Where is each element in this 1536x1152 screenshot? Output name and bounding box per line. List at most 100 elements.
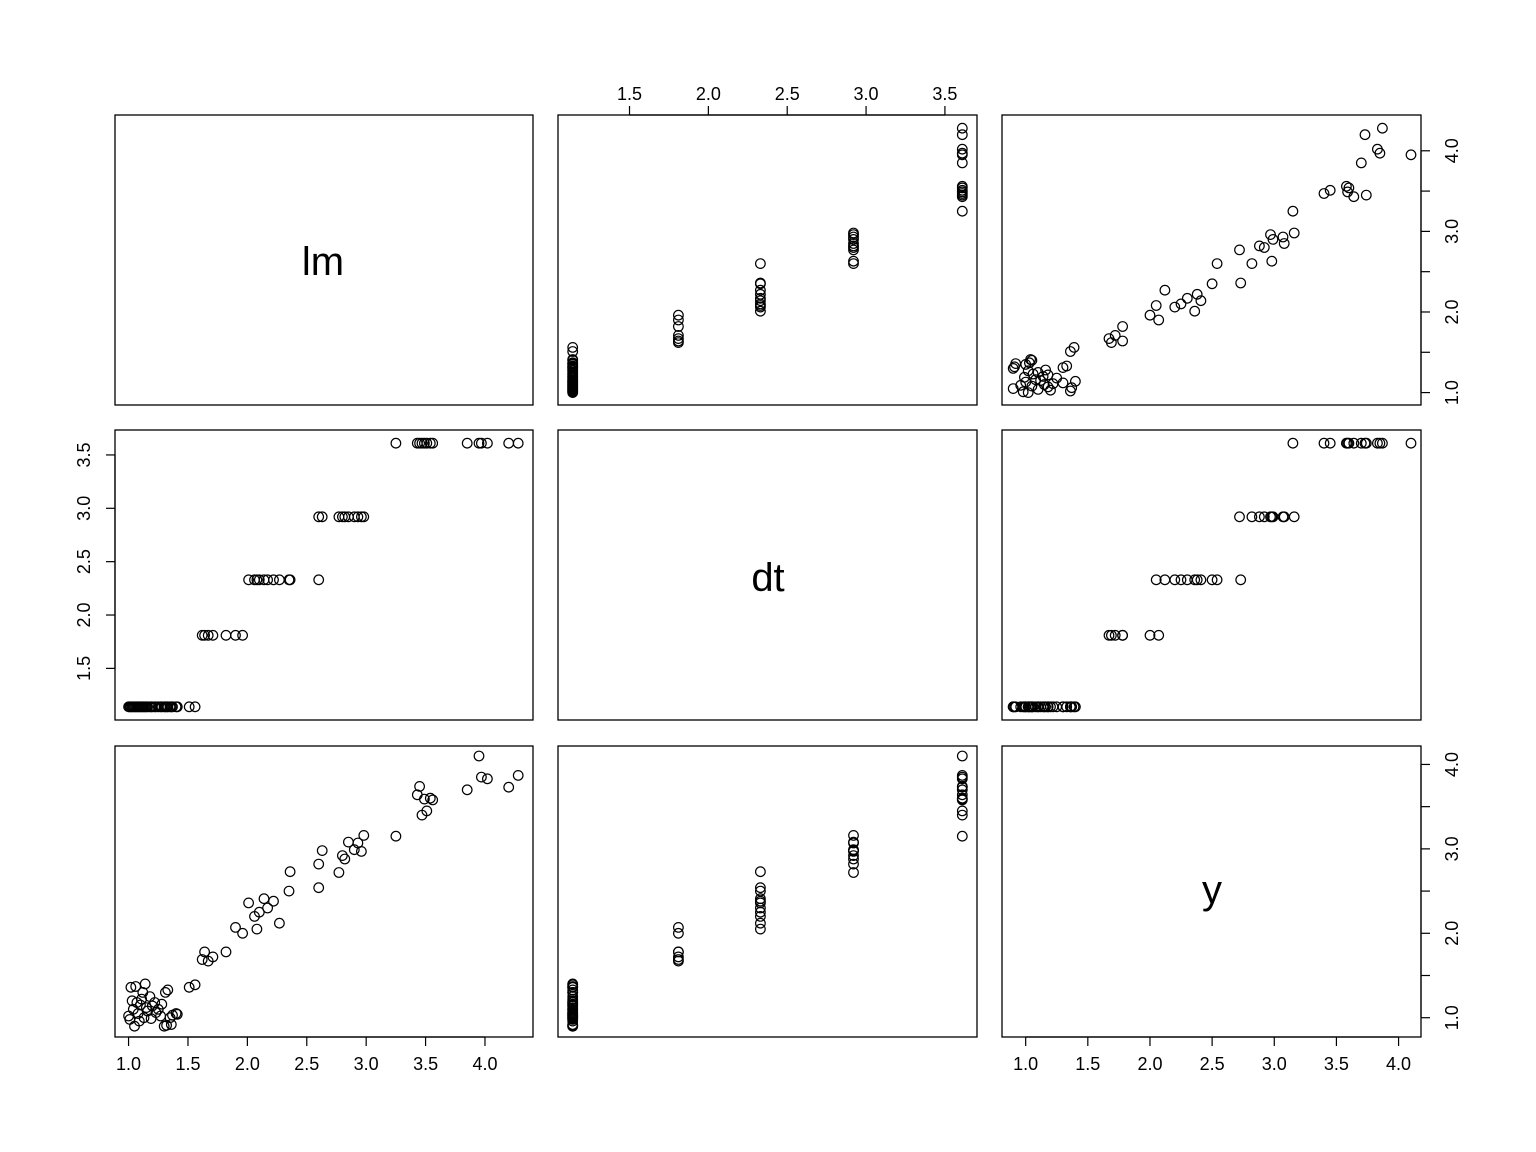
data-point <box>673 321 684 332</box>
data-point <box>159 987 171 998</box>
tick-label: 3.0 <box>854 84 879 104</box>
data-point <box>848 837 859 849</box>
data-point <box>1153 629 1165 641</box>
data-point <box>1405 149 1417 161</box>
data-point <box>167 701 178 713</box>
data-point <box>414 781 426 792</box>
data-point <box>673 330 684 341</box>
data-point <box>755 284 766 296</box>
data-point <box>461 437 473 449</box>
data-point <box>476 771 487 783</box>
data-point <box>956 122 968 134</box>
data-point <box>1153 314 1165 326</box>
data-point <box>313 574 325 586</box>
data-point <box>313 511 325 523</box>
data-point <box>461 784 473 796</box>
tick-label: 2.0 <box>235 1054 260 1074</box>
data-point <box>1246 511 1258 523</box>
data-point <box>1068 342 1080 353</box>
data-point <box>421 437 433 449</box>
data-point <box>1277 511 1289 523</box>
data-point <box>196 954 208 965</box>
data-point <box>476 437 487 449</box>
data-point <box>1017 386 1029 398</box>
data-point <box>427 437 439 449</box>
data-point <box>1045 384 1056 396</box>
data-point <box>313 882 325 894</box>
data-point <box>1376 122 1388 134</box>
data-point <box>1042 369 1054 381</box>
data-point <box>1040 364 1051 376</box>
data-point <box>1246 258 1258 270</box>
data-point <box>673 927 684 939</box>
data-point <box>1288 227 1300 239</box>
data-point <box>253 906 265 918</box>
data-point <box>352 511 364 523</box>
data-point <box>230 922 241 933</box>
data-point <box>755 923 766 935</box>
tick-label: 1.5 <box>74 656 94 681</box>
data-point <box>567 984 579 996</box>
data-point <box>1340 437 1352 449</box>
data-point <box>673 922 684 933</box>
data-point <box>199 946 211 958</box>
data-point <box>237 927 249 939</box>
data-point <box>199 629 211 641</box>
data-point <box>138 1012 150 1024</box>
data-point <box>755 866 766 878</box>
data-point <box>1150 300 1162 311</box>
data-point <box>1287 205 1299 217</box>
data-point <box>956 789 968 801</box>
data-point <box>1040 701 1051 713</box>
data-point <box>1159 574 1171 586</box>
data-point <box>1175 298 1187 310</box>
tick-label: 3.5 <box>74 442 94 467</box>
panel-lm-lm <box>114 114 534 406</box>
data-point <box>313 858 325 870</box>
data-point <box>1265 511 1276 523</box>
data-point <box>1343 182 1355 194</box>
data-point <box>134 999 146 1011</box>
data-point <box>390 830 402 842</box>
tick-label: 1.5 <box>617 84 642 104</box>
data-point <box>251 923 263 935</box>
data-point <box>1117 629 1128 641</box>
data-point <box>316 845 328 856</box>
data-point <box>673 333 684 345</box>
data-point <box>755 277 766 289</box>
data-point <box>848 867 859 878</box>
data-point <box>848 238 859 249</box>
data-point <box>1374 437 1386 449</box>
points-y-vs-lm <box>123 750 524 1032</box>
data-point <box>156 998 168 1010</box>
tick-label: 3.0 <box>1442 219 1462 244</box>
data-point <box>1359 437 1371 449</box>
data-point <box>220 946 232 958</box>
data-point <box>755 917 766 929</box>
data-point <box>207 629 219 641</box>
data-point <box>1020 376 1032 388</box>
data-point <box>1109 629 1121 641</box>
data-point <box>419 793 430 805</box>
data-point <box>567 987 579 998</box>
data-point <box>268 574 279 586</box>
data-point <box>333 867 345 878</box>
data-point <box>956 809 968 821</box>
tick-label: 2.5 <box>775 84 800 104</box>
tick-label: 4.0 <box>1386 1054 1411 1074</box>
panel-dt-y <box>1001 429 1422 721</box>
data-point <box>358 511 370 523</box>
data-point <box>512 770 524 781</box>
data-point <box>1175 574 1187 586</box>
data-point <box>1103 629 1115 641</box>
diagonal-labels: lm dt y <box>302 240 1222 912</box>
data-point <box>956 781 968 793</box>
tick-label: 3.0 <box>1442 836 1462 861</box>
data-point <box>1169 301 1181 313</box>
data-point <box>1265 229 1276 241</box>
data-point <box>337 850 348 861</box>
data-point <box>1253 240 1265 252</box>
data-point <box>503 781 515 793</box>
data-point <box>1010 358 1022 370</box>
